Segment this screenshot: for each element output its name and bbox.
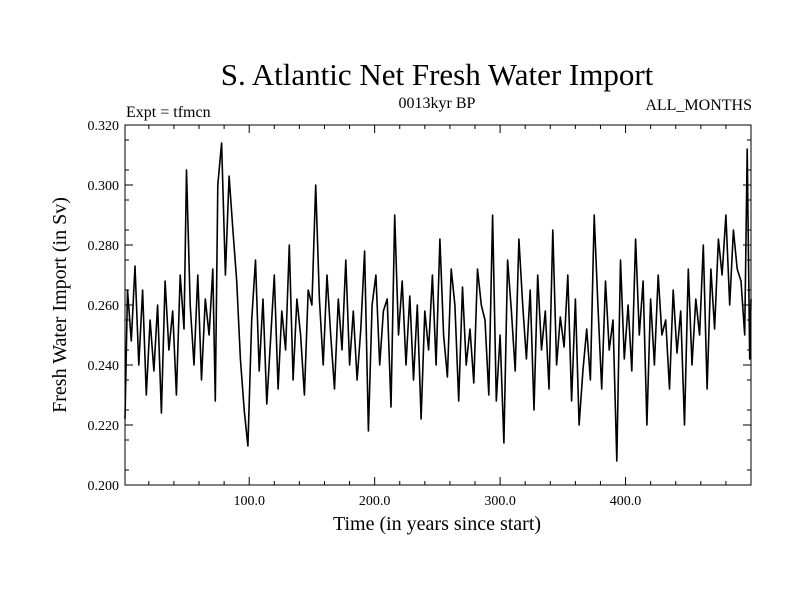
x-tick-label: 400.0 — [610, 494, 642, 509]
y-tick-label: 0.240 — [88, 359, 120, 374]
y-tick-label: 0.320 — [88, 119, 120, 134]
experiment-label: Expt = tfmcn — [126, 104, 211, 121]
x-tick-label: 300.0 — [484, 494, 516, 509]
x-axis-label: Time (in years since start) — [333, 513, 541, 535]
y-tick-label: 0.300 — [88, 179, 120, 194]
y-tick-label: 0.280 — [88, 239, 120, 254]
y-axis-label: Fresh Water Import (in Sv) — [49, 197, 71, 413]
x-tick-label: 100.0 — [233, 494, 265, 509]
y-tick-label: 0.260 — [88, 299, 120, 314]
months-label: ALL_MONTHS — [645, 97, 752, 114]
y-axis: 0.200 0.220 0.240 0.260 0.280 0.300 0.320 — [88, 119, 751, 494]
y-tick-label: 0.220 — [88, 419, 120, 434]
y-tick-label: 0.200 — [88, 479, 120, 494]
series-group — [124, 142, 752, 462]
x-tick-label: 200.0 — [359, 494, 391, 509]
chart-subtitle: 0013kyr BP — [399, 95, 476, 112]
chart-title: S. Atlantic Net Fresh Water Import — [221, 57, 654, 92]
x-axis: 100.0 200.0 300.0 400.0 — [148, 125, 727, 509]
series-line — [124, 142, 752, 462]
